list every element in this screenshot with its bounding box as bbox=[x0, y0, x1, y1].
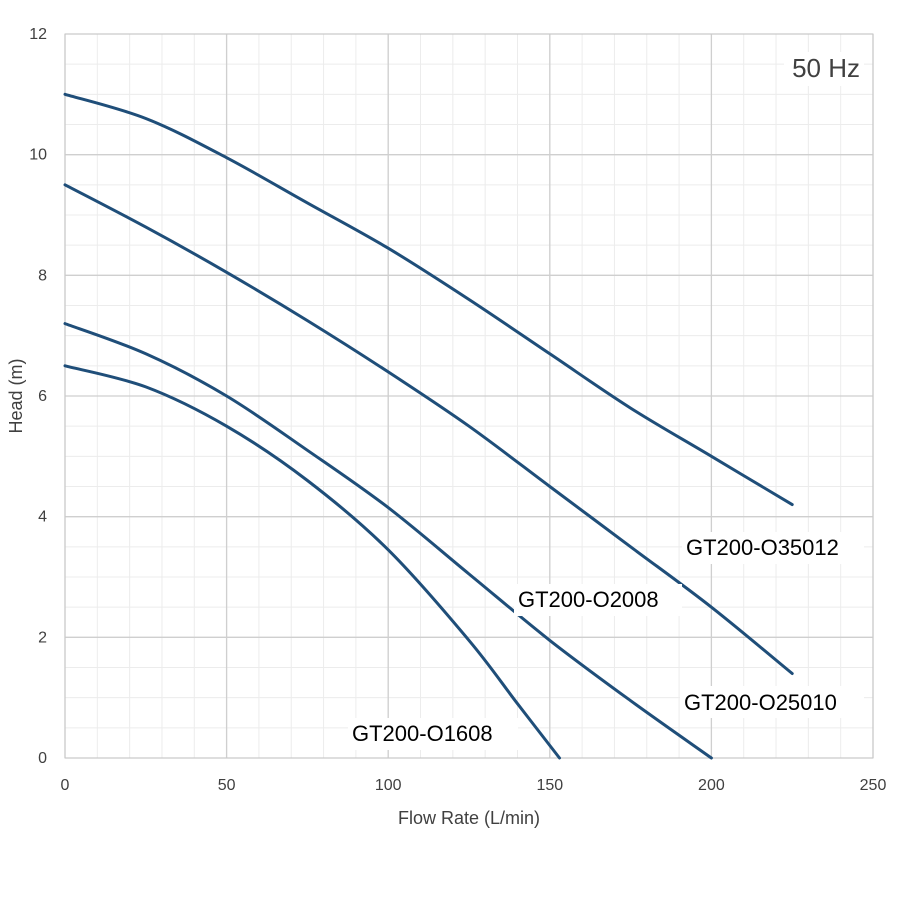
curve-gt200-o2008 bbox=[63, 322, 713, 760]
x-tick-label: 200 bbox=[698, 777, 725, 794]
label-bg-o35012 bbox=[682, 532, 864, 564]
y-tick-label: 8 bbox=[38, 267, 47, 284]
y-tick-label: 12 bbox=[29, 26, 47, 43]
label-bg-o1608 bbox=[348, 718, 518, 750]
curve-gt200-o35012 bbox=[63, 92, 794, 507]
y-tick-label: 4 bbox=[38, 509, 47, 526]
x-axis-tick-labels: 0 50 100 150 200 250 bbox=[61, 777, 887, 794]
series-label-gt200-o1608: GT200-O1608 bbox=[352, 721, 493, 746]
x-tick-label: 150 bbox=[536, 777, 563, 794]
series-label-gt200-o2008: GT200-O2008 bbox=[518, 587, 659, 612]
plot-area-border bbox=[64, 33, 874, 759]
curve-gt200-o1608 bbox=[63, 364, 561, 760]
x-tick-label: 250 bbox=[860, 777, 887, 794]
x-axis-title: Flow Rate (L/min) bbox=[398, 808, 540, 828]
curve-gt200-o25010 bbox=[63, 183, 794, 675]
y-tick-label: 2 bbox=[38, 629, 47, 646]
y-axis-title: Head (m) bbox=[6, 358, 26, 433]
frequency-annotation: 50 Hz bbox=[792, 53, 860, 83]
series-label-gt200-o25010: GT200-O25010 bbox=[684, 690, 837, 715]
y-tick-label: 6 bbox=[38, 388, 47, 405]
series-label-gt200-o35012: GT200-O35012 bbox=[686, 535, 839, 560]
x-tick-label: 50 bbox=[218, 777, 236, 794]
freq-label-bg bbox=[784, 52, 864, 86]
x-tick-label: 0 bbox=[61, 777, 70, 794]
y-axis-tick-labels: 0 2 4 6 8 10 12 bbox=[29, 26, 47, 767]
label-bg-o25010 bbox=[680, 686, 864, 718]
y-tick-label: 10 bbox=[29, 147, 47, 164]
x-tick-label: 100 bbox=[375, 777, 402, 794]
label-bg-o2008 bbox=[514, 584, 682, 616]
y-tick-label: 0 bbox=[38, 750, 47, 767]
pump-curves bbox=[63, 92, 794, 760]
